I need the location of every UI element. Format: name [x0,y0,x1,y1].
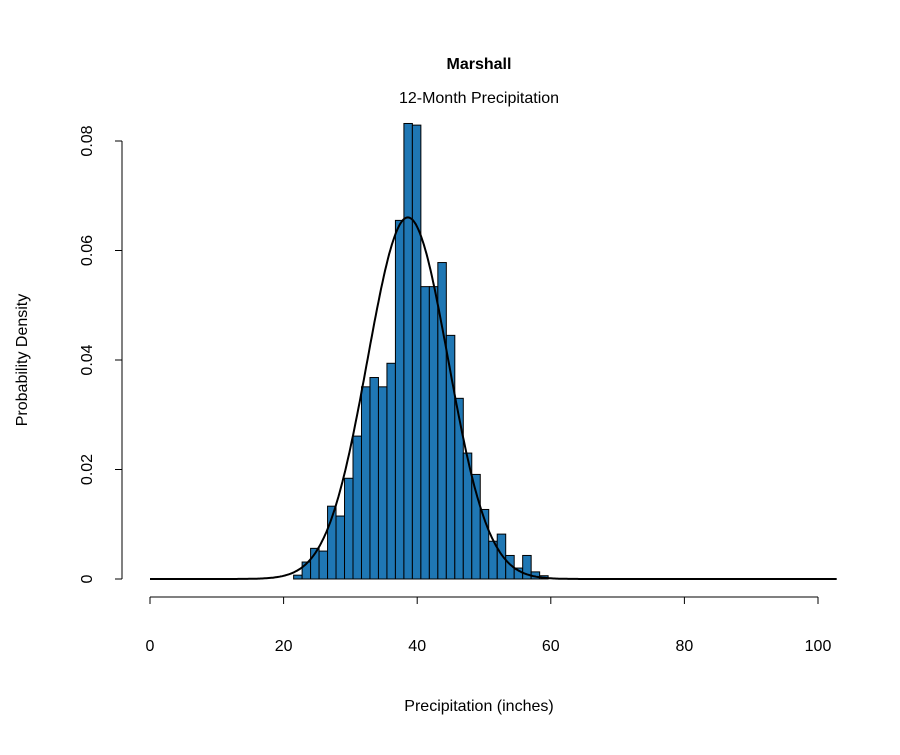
histogram-bar [360,386,371,580]
x-tick-label: 40 [408,638,426,655]
histogram-bar [386,362,396,580]
histogram-bar [335,515,346,580]
y-tick-label: 0.02 [79,454,96,485]
x-tick-label: 100 [805,638,832,655]
histogram-bar [377,386,388,580]
x-axis-label: Precipitation (inches) [404,698,553,715]
x-axis: 0 20 40 60 80 100 [146,596,832,655]
y-tick-label: 0.04 [79,344,96,375]
histogram-bar [344,477,354,580]
density-curve-group [150,216,837,580]
y-tick-label: 0.06 [79,235,96,266]
x-tick-label: 20 [275,638,293,655]
y-tick-label: 0 [79,574,96,583]
histogram-bar [293,574,303,580]
histogram-bar [318,550,329,580]
histogram-bars [293,122,549,580]
histogram-bar [352,435,362,580]
x-tick-label: 80 [676,638,694,655]
histogram-bar [454,397,464,580]
normal-density-curve [150,216,837,580]
histogram-bar [428,286,439,580]
chart-subtitle: 12-Month Precipitation [399,90,559,107]
histogram-bar [369,377,379,580]
x-tick-label: 0 [146,638,155,655]
histogram-bar [420,286,430,580]
histogram-bar [411,124,422,580]
x-tick-label: 60 [542,638,560,655]
histogram-bar [522,554,532,580]
histogram-bar [394,219,405,580]
histogram-bar [496,533,507,580]
y-tick-label: 0.08 [79,125,96,156]
y-axis: 0 0.02 0.04 0.06 0.08 [79,125,123,583]
chart-title: Marshall [447,56,512,73]
y-axis-label: Probability Density [14,294,31,427]
histogram-bar [403,122,413,580]
